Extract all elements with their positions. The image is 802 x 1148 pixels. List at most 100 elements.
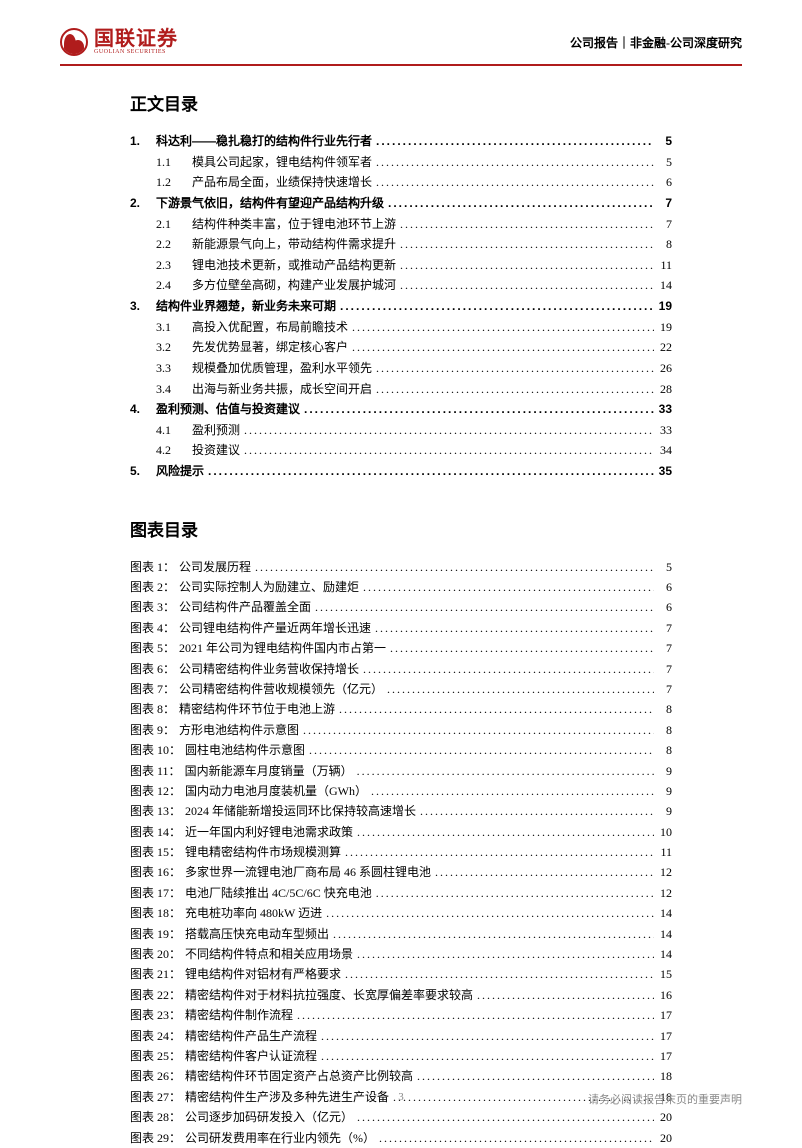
figure-page: 20	[654, 1107, 672, 1127]
figure-leader-dots: ........................................…	[473, 985, 654, 1005]
figure-label: 图表 18：	[130, 903, 181, 923]
figure-page: 7	[654, 638, 672, 658]
toc-entry-text: 先发优势显著，绑定核心客户	[192, 337, 348, 358]
figure-page: 14	[654, 903, 672, 923]
toc-leader-dots: ........................................…	[396, 255, 654, 276]
toc-entry-text: 投资建议	[192, 440, 240, 461]
footer-disclaimer: 请务必阅读报告末页的重要声明	[588, 1091, 742, 1107]
figure-leader-dots: ........................................…	[353, 1107, 654, 1127]
figure-leader-dots: ........................................…	[251, 557, 654, 577]
figure-entry: 图表 4：公司锂电结构件产量近两年增长迅速...................…	[130, 618, 672, 638]
figure-label: 图表 28：	[130, 1107, 181, 1127]
toc-entry-l2: 3.1高投入优配置，布局前瞻技术........................…	[130, 317, 672, 338]
toc-leader-dots: ........................................…	[372, 152, 654, 173]
figure-entry: 图表 17：电池厂陆续推出 4C/5C/6C 快充电池.............…	[130, 883, 672, 903]
figure-label: 图表 1：	[130, 557, 175, 577]
toc-entry-l1: 5.风险提示..................................…	[130, 461, 672, 482]
figure-title: 公司结构件产品覆盖全面	[179, 597, 311, 617]
figure-entry: 图表 10：圆柱电池结构件示意图........................…	[130, 740, 672, 760]
toc-entry-page: 8	[654, 234, 672, 255]
toc-leader-dots: ........................................…	[348, 337, 654, 358]
figure-page: 20	[654, 1128, 672, 1148]
toc-entry-l1: 4.盈利预测、估值与投资建议..........................…	[130, 399, 672, 420]
toc-leader-dots: ........................................…	[240, 420, 654, 441]
figure-title: 近一年国内利好锂电池需求政策	[185, 822, 353, 842]
toc-entry-text: 新能源景气向上，带动结构件需求提升	[192, 234, 396, 255]
toc-entry-number: 1.	[130, 131, 156, 152]
toc-entry-text: 结构件种类丰富，位于锂电池环节上游	[192, 214, 396, 235]
figure-entry: 图表 8：精密结构件环节位于电池上游......................…	[130, 699, 672, 719]
toc-entry-number: 2.4	[156, 275, 192, 296]
figure-entry: 图表 11：国内新能源车月度销量（万辆）....................…	[130, 761, 672, 781]
figure-page: 6	[654, 577, 672, 597]
toc-entry-number: 4.2	[156, 440, 192, 461]
figure-leader-dots: ........................................…	[367, 781, 654, 801]
figure-page: 17	[654, 1005, 672, 1025]
figure-label: 图表 12：	[130, 781, 181, 801]
figure-leader-dots: ........................................…	[353, 944, 654, 964]
figure-entry: 图表 18：充电桩功率向 480kW 迈进...................…	[130, 903, 672, 923]
figures-list: 图表 1：公司发展历程.............................…	[130, 557, 672, 1148]
figure-leader-dots: ........................................…	[311, 597, 654, 617]
toc-entry-page: 28	[654, 379, 672, 400]
figure-leader-dots: ........................................…	[431, 862, 654, 882]
toc-entry-number: 1.1	[156, 152, 192, 173]
toc-entry-number: 3.1	[156, 317, 192, 338]
toc-entry-page: 34	[654, 440, 672, 461]
toc-entry-text: 产品布局全面，业绩保持快速增长	[192, 172, 372, 193]
toc-entry-l2: 2.2新能源景气向上，带动结构件需求提升....................…	[130, 234, 672, 255]
toc-entry-text: 盈利预测	[192, 420, 240, 441]
figure-title: 不同结构件特点和相关应用场景	[185, 944, 353, 964]
toc-entry-l2: 3.4出海与新业务共振，成长空间开启......................…	[130, 379, 672, 400]
figure-title: 公司精密结构件营收规模领先（亿元）	[179, 679, 383, 699]
figure-title: 方形电池结构件示意图	[179, 720, 299, 740]
page-header: 国联证券 GUOLIAN SECURITIES 公司报告｜非金融-公司深度研究	[0, 0, 802, 64]
figure-entry: 图表 25：精密结构件客户认证流程.......................…	[130, 1046, 672, 1066]
figure-label: 图表 5：	[130, 638, 175, 658]
figure-entry: 图表 3：公司结构件产品覆盖全面........................…	[130, 597, 672, 617]
figure-label: 图表 4：	[130, 618, 175, 638]
figure-title: 精密结构件制作流程	[185, 1005, 293, 1025]
figure-page: 12	[654, 862, 672, 882]
toc-entry-text: 锂电池技术更新，或推动产品结构更新	[192, 255, 396, 276]
figure-title: 精密结构件客户认证流程	[185, 1046, 317, 1066]
figure-title: 国内新能源车月度销量（万辆）	[185, 761, 353, 781]
figure-label: 图表 8：	[130, 699, 175, 719]
toc-leader-dots: ........................................…	[372, 358, 654, 379]
figure-title: 公司精密结构件业务营收保持增长	[179, 659, 359, 679]
toc-entry-l2: 3.2先发优势显著，绑定核心客户........................…	[130, 337, 672, 358]
toc-entry-number: 5.	[130, 461, 156, 482]
figure-page: 7	[654, 659, 672, 679]
toc-entry-l1: 1.科达利——稳扎稳打的结构件行业先行者....................…	[130, 131, 672, 152]
figure-page: 10	[654, 822, 672, 842]
figure-leader-dots: ........................................…	[317, 1046, 654, 1066]
figure-leader-dots: ........................................…	[372, 883, 654, 903]
brand-mark-icon	[60, 28, 88, 56]
toc-entry-page: 11	[654, 255, 672, 276]
figure-label: 图表 2：	[130, 577, 175, 597]
figure-leader-dots: ........................................…	[383, 679, 654, 699]
toc-entry-page: 35	[654, 461, 672, 482]
figure-label: 图表 11：	[130, 761, 181, 781]
figure-entry: 图表 9：方形电池结构件示意图.........................…	[130, 720, 672, 740]
figure-title: 2021 年公司为锂电结构件国内市占第一	[179, 638, 386, 658]
figure-page: 8	[654, 720, 672, 740]
brand-logo: 国联证券 GUOLIAN SECURITIES	[60, 28, 178, 56]
figure-title: 锂电精密结构件市场规模测算	[185, 842, 341, 862]
figure-title: 充电桩功率向 480kW 迈进	[185, 903, 322, 923]
toc-entry-l1: 2.下游景气依旧，结构件有望迎产品结构升级...................…	[130, 193, 672, 214]
figure-title: 精密结构件产品生产流程	[185, 1026, 317, 1046]
page-content: 正文目录 1.科达利——稳扎稳打的结构件行业先行者...............…	[0, 90, 802, 1148]
figure-title: 圆柱电池结构件示意图	[185, 740, 305, 760]
figure-label: 图表 9：	[130, 720, 175, 740]
header-rule	[60, 64, 742, 66]
toc-leader-dots: ........................................…	[348, 317, 654, 338]
figure-title: 精密结构件对于材料抗拉强度、长宽厚偏差率要求较高	[185, 985, 473, 1005]
toc-entry-text: 风险提示	[156, 461, 204, 482]
figure-title: 国内动力电池月度装机量（GWh）	[185, 781, 367, 801]
toc-leader-dots: ........................................…	[372, 379, 654, 400]
figure-leader-dots: ........................................…	[413, 1066, 654, 1086]
toc-leader-dots: ........................................…	[336, 296, 654, 317]
page-footer: 3 请务必阅读报告末页的重要声明	[0, 1091, 802, 1107]
toc-leader-dots: ........................................…	[300, 399, 654, 420]
